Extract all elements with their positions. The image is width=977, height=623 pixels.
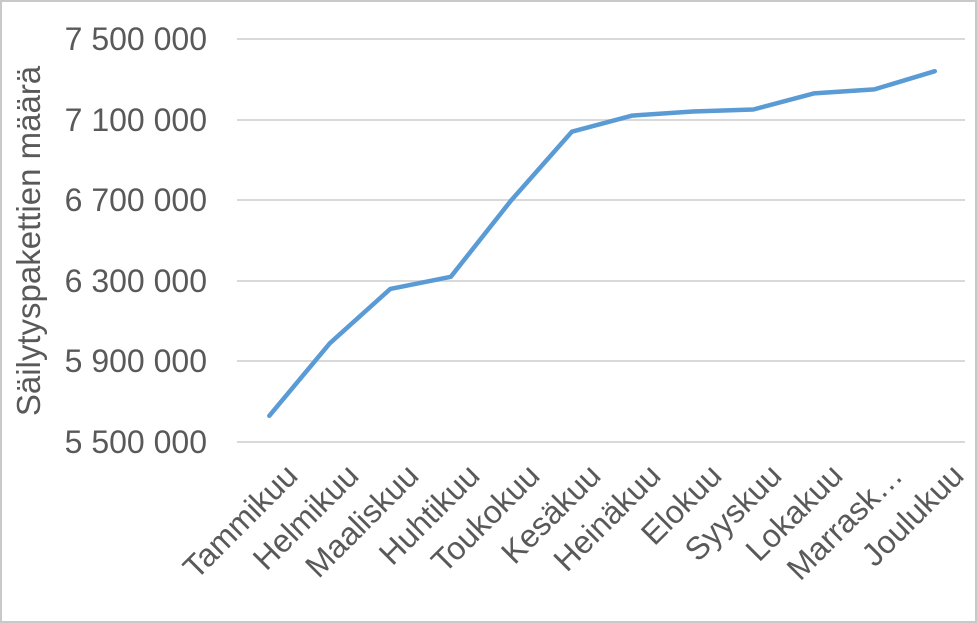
y-gridline [237,279,965,282]
y-gridline [237,199,965,202]
y-gridline [237,441,965,443]
y-gridline [237,118,965,121]
data-line [267,68,938,419]
y-tick-label: 6 700 000 [64,182,207,219]
y-tick-label: 5 500 000 [64,424,207,460]
y-tick-label: 7 100 000 [64,101,207,138]
y-tick-label: 5 900 000 [64,343,207,380]
y-gridline [237,360,965,363]
plot-area [237,37,965,444]
y-tick-label: 6 300 000 [64,262,207,299]
y-axis-title: Säilytyspakettien määrä [10,65,47,417]
line-series-svg [267,68,938,419]
y-gridline [237,38,965,40]
y-tick-label: 7 500 000 [64,21,207,57]
